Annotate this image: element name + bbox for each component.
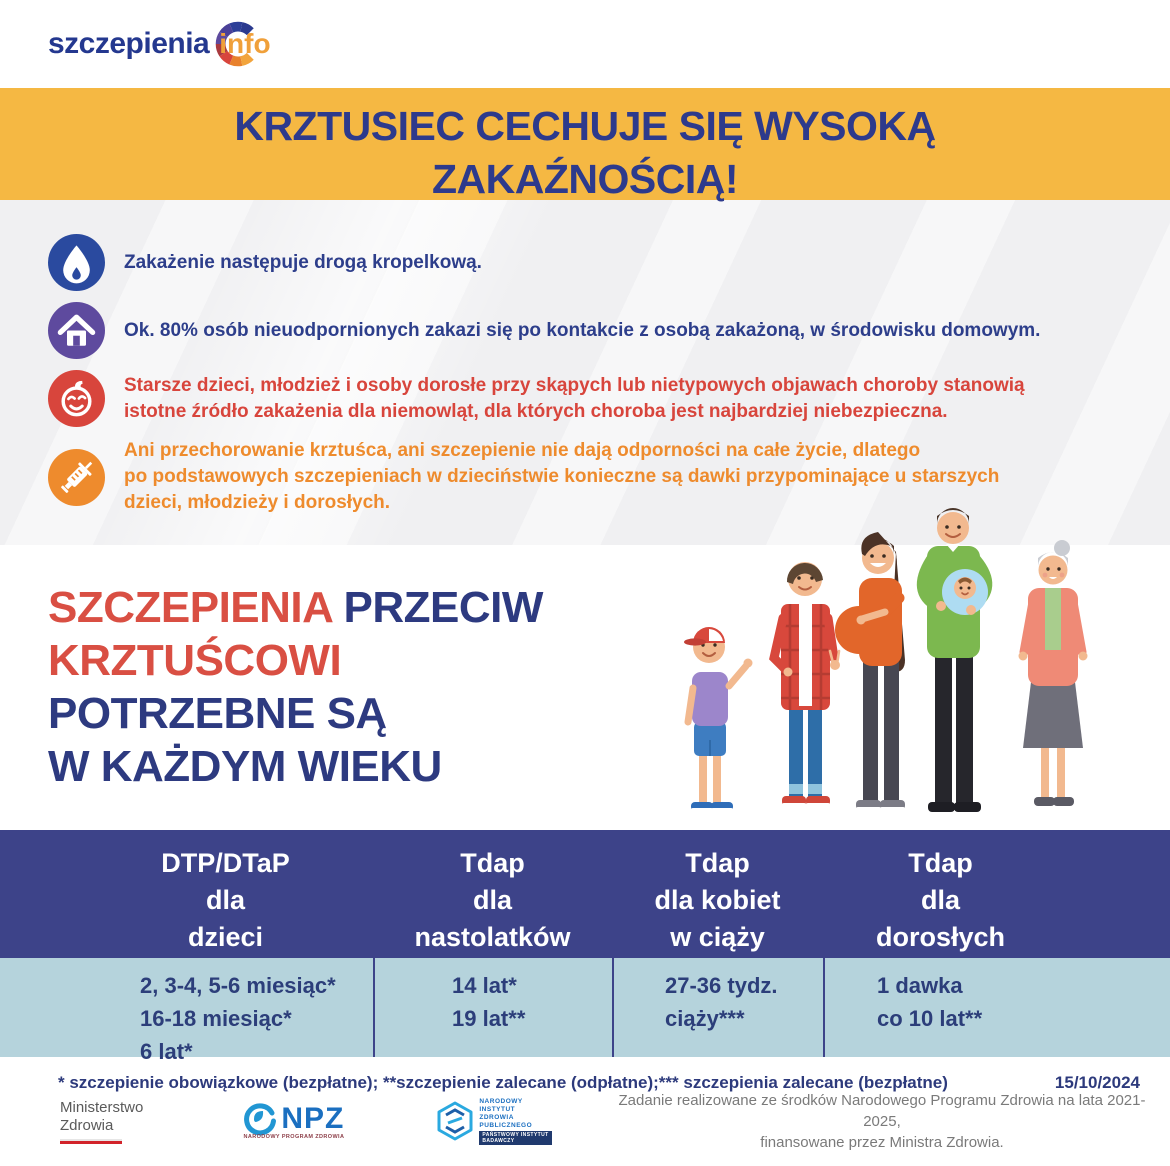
brand-primary-text: szczepienia xyxy=(48,27,210,60)
npz-logo: NPZ NARODOWY PROGRAM ZDROWIA xyxy=(243,1102,345,1140)
szczepienia-info-logo: szczepienia info xyxy=(48,19,271,69)
fact-infants-risk: Starsze dzieci, młodzież i osoby dorosłe… xyxy=(48,370,1140,427)
footnote-text: * szczepienie obowiązkowe (bezpłatne); *… xyxy=(58,1073,948,1092)
ministry-logo: Ministerstwo Zdrowia xyxy=(60,1099,143,1144)
header-dtp-children: DTP/DTaP dla dzieci xyxy=(161,848,290,952)
table-header-row: DTP/DTaP dla dzieci Tdap dla nastolatków Tda… xyxy=(0,830,1170,958)
brand-band: szczepienia info xyxy=(0,0,1170,88)
fact-booster-doses: Ani przechorowanie krztuśca, ani szczepi… xyxy=(48,438,1140,516)
droplet-icon xyxy=(48,234,105,291)
fact-text: Ani przechorowanie krztuśca, ani szczepi… xyxy=(124,440,1000,513)
npz-swoosh-icon xyxy=(244,1103,277,1136)
syringe-icon xyxy=(48,448,105,506)
fact-droplet-transmission: Zakażenie następuje drogą kropelkową. xyxy=(48,234,1140,291)
fact-text: Zakażenie następuje drogą kropelkową. xyxy=(124,251,482,273)
teen-figure xyxy=(769,562,841,807)
family-illustration xyxy=(684,508,1088,812)
title-banner: KRZTUSIEC CECHUJE SIĘ WYSOKĄ ZAKAŹNOŚCIĄ! xyxy=(0,88,1170,202)
vaccination-table: DTP/DTaP dla dzieci Tdap dla nastolatków Tda… xyxy=(0,830,1170,1064)
nizp-pzh-logo: NARODOWY INSTYTUT ZDROWIA PUBLICZNEGO PA… xyxy=(436,1098,552,1145)
table-data-row: 2, 3-4, 5-6 miesiąc* 16-18 miesiąc* 6 lat*… xyxy=(0,958,1170,1064)
cell-tdap-teens: 14 lat* 19 lat** xyxy=(373,958,612,1057)
baby-icon xyxy=(48,370,105,427)
fact-text: Starsze dzieci, młodzież i osoby dorosłe… xyxy=(124,374,1025,422)
main-headline: SZCZEPIENIA PRZECIW KRZTUŚCOWI POTRZEBNE… xyxy=(48,583,543,791)
brand-secondary-text: info xyxy=(219,28,271,59)
facts-section: Zakażenie następuje drogą kropelkową. Ok… xyxy=(0,200,1170,545)
banner-title: KRZTUSIEC CECHUJE SIĘ WYSOKĄ ZAKAŹNOŚCIĄ! xyxy=(234,103,936,202)
cell-tdap-pregnant: 27-36 tydz. ciąży*** xyxy=(612,958,823,1057)
date-stamp: 15/10/2024 xyxy=(1054,1073,1140,1092)
poland-flag-bar xyxy=(60,1138,122,1144)
house-icon xyxy=(48,302,105,359)
grandma-figure xyxy=(1018,540,1088,806)
funding-note: Zadanie realizowane ze środków Narodoweg… xyxy=(618,1091,1146,1151)
header-tdap-adults: Tdap dla dorosłych xyxy=(875,848,1006,952)
boy-figure xyxy=(684,627,753,812)
cell-tdap-adults: 1 dawka co 10 lat** xyxy=(823,958,1170,1057)
footer: Ministerstwo Zdrowia NPZ NARODOWY PROGRAM… xyxy=(0,1091,1170,1155)
brand-arc-icon xyxy=(215,21,255,67)
footnote-row: * szczepienie obowiązkowe (bezpłatne); *… xyxy=(0,1057,1170,1093)
pzh-cube-icon xyxy=(437,1101,473,1141)
header-tdap-pregnant: Tdap dla kobiet w ciąży xyxy=(654,848,781,952)
pregnant-woman-figure xyxy=(835,532,905,811)
cell-dtp-children: 2, 3-4, 5-6 miesiąc* 16-18 miesiąc* 6 lat* xyxy=(140,973,336,1064)
header-tdap-teens: Tdap dla nastolatków xyxy=(414,848,571,952)
main-section: SZCZEPIENIA PRZECIW KRZTUŚCOWI POTRZEBNE… xyxy=(0,508,1170,830)
fact-text: Ok. 80% osób nieuodpornionych zakazi się… xyxy=(124,319,1041,341)
man-with-baby-figure xyxy=(916,508,993,812)
fact-household-contact: Ok. 80% osób nieuodpornionych zakazi się… xyxy=(48,302,1140,359)
